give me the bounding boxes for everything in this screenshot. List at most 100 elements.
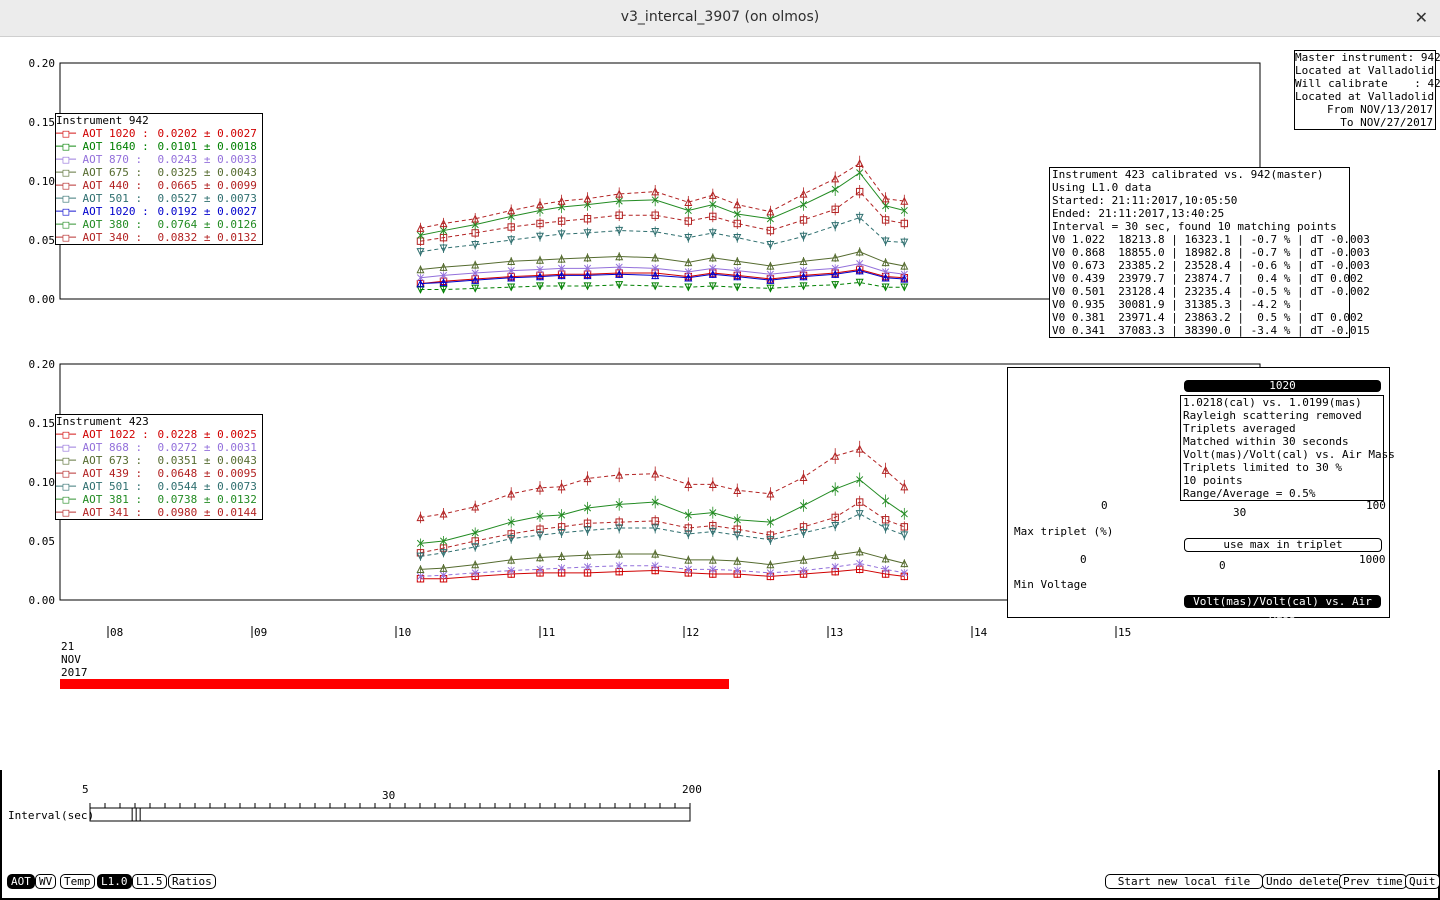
marker-x bbox=[416, 231, 425, 239]
calibration-info-line: Instrument 423 calibrated vs. 942(master… bbox=[1052, 168, 1324, 181]
marker-tri-down bbox=[535, 232, 545, 241]
marker-tri-down bbox=[557, 282, 566, 291]
undo-delete-button[interactable]: Undo delete bbox=[1262, 874, 1343, 889]
series-line bbox=[420, 568, 905, 580]
l10-button[interactable]: L1.0 bbox=[97, 874, 132, 889]
marker-tri-up bbox=[708, 269, 717, 278]
marker-tri-up bbox=[416, 279, 425, 288]
calibration-info-line: Using L1.0 data bbox=[1052, 181, 1152, 194]
marker-tri-up bbox=[708, 253, 717, 262]
temp-button[interactable]: Temp bbox=[60, 874, 95, 889]
calibration-info-line: Ended: 21:11:2017,13:40:25 bbox=[1052, 207, 1225, 220]
marker-x bbox=[558, 511, 566, 519]
legend-value: 0.0832 ± 0.0132 bbox=[157, 231, 257, 244]
marker-tri-up bbox=[615, 252, 624, 261]
plot-mode-button[interactable]: Volt(mas)/Volt(cal) vs. Air Mass bbox=[1184, 595, 1381, 621]
marker-x bbox=[733, 210, 741, 218]
marker-x bbox=[558, 264, 566, 272]
marker-tri-up bbox=[766, 275, 775, 284]
marker-x bbox=[709, 509, 717, 517]
marker-tri-down bbox=[507, 283, 516, 292]
marker-tri-up bbox=[651, 253, 660, 262]
marker-x bbox=[439, 571, 448, 579]
time-tick-label: 08 bbox=[110, 626, 123, 639]
legend-title: Instrument 423 bbox=[56, 415, 149, 428]
marker-x bbox=[583, 563, 592, 571]
legend-symbol: ─□─ bbox=[56, 428, 83, 441]
marker-square bbox=[900, 219, 909, 228]
ratio-info-line: Volt(mas)/Volt(cal) vs. Air Mass bbox=[1183, 448, 1395, 461]
marker-tri-down bbox=[651, 228, 660, 237]
legend-label: AOT 1022 : bbox=[82, 428, 149, 441]
marker-x bbox=[507, 267, 515, 275]
marker-tri-up bbox=[651, 271, 660, 280]
time-tick-label: 13 bbox=[830, 626, 843, 639]
marker-tri-up bbox=[557, 271, 566, 280]
start-new-local-file-button[interactable]: Start new local file bbox=[1105, 874, 1263, 889]
close-icon[interactable]: ✕ bbox=[1414, 8, 1428, 27]
aot-button[interactable]: AOT bbox=[7, 874, 35, 889]
time-tick-label: 11 bbox=[542, 626, 555, 639]
legend-value: 0.0351 ± 0.0043 bbox=[157, 454, 257, 467]
ratios-button[interactable]: Ratios bbox=[168, 874, 216, 889]
marker-tri-down bbox=[439, 549, 448, 558]
legend-label: AOT 673 : bbox=[82, 454, 143, 467]
marker-tri-down bbox=[766, 284, 775, 293]
marker-tri-up bbox=[766, 560, 775, 569]
marker-x bbox=[471, 221, 479, 229]
legend-value: 0.0665 ± 0.0099 bbox=[157, 179, 257, 192]
legend-value: 0.0228 ± 0.0025 bbox=[157, 428, 257, 441]
legend-value: 0.0243 ± 0.0033 bbox=[157, 153, 257, 166]
quit-button[interactable]: Quit bbox=[1405, 874, 1440, 889]
legend-symbol: ─□─ bbox=[56, 506, 83, 519]
legend-entry: ─□─ AOT 675 : 0.0325 ± 0.0043 bbox=[56, 166, 262, 179]
marker-tri-up bbox=[471, 260, 480, 269]
marker-square bbox=[855, 187, 864, 196]
marker-tri-up bbox=[855, 247, 864, 256]
marker-tri-down bbox=[708, 282, 717, 291]
marker-tri-down bbox=[708, 229, 717, 238]
marker-x bbox=[651, 498, 659, 506]
marker-x bbox=[583, 504, 592, 512]
marker-tri-down bbox=[733, 233, 742, 242]
marker-x bbox=[439, 271, 448, 279]
use-max-in-triplet-button[interactable]: use max in triplet bbox=[1184, 538, 1382, 552]
marker-tri-up bbox=[799, 256, 808, 265]
marker-tri-down bbox=[684, 283, 693, 292]
marker-tri-up bbox=[439, 278, 448, 287]
marker-tri-down bbox=[799, 529, 808, 538]
prev-time-button[interactable]: Prev time bbox=[1339, 874, 1407, 889]
marker-tri-down bbox=[416, 552, 425, 561]
marker-tri-up bbox=[733, 272, 742, 281]
wv-button[interactable]: WV bbox=[35, 874, 57, 889]
marker-tri-down bbox=[855, 213, 864, 222]
marker-tri-up bbox=[881, 554, 890, 563]
marker-tri-up bbox=[799, 472, 808, 481]
y-tick-label: 0.20 bbox=[29, 57, 56, 70]
marker-x bbox=[766, 569, 774, 577]
master-info-line: To NOV/27/2017 bbox=[1340, 116, 1433, 129]
marker-tri-up bbox=[855, 547, 864, 556]
marker-tri-up bbox=[831, 253, 840, 262]
marker-tri-down bbox=[439, 285, 448, 294]
legend-value: 0.0101 ± 0.0018 bbox=[157, 140, 257, 153]
marker-x bbox=[831, 563, 839, 571]
legend-value: 0.0544 ± 0.0073 bbox=[157, 480, 257, 493]
y-tick-label: 0.10 bbox=[29, 476, 56, 489]
time-tick-label: 15 bbox=[1118, 626, 1131, 639]
marker-x bbox=[882, 202, 890, 210]
ratio-info-line: Triplets averaged bbox=[1183, 422, 1296, 435]
marker-tri-up bbox=[651, 549, 660, 558]
marker-x bbox=[471, 269, 479, 277]
marker-tri-down bbox=[557, 529, 566, 538]
marker-tri-down bbox=[900, 283, 909, 292]
marker-x bbox=[709, 264, 717, 272]
marker-x bbox=[615, 197, 623, 205]
marker-tri-up bbox=[439, 563, 448, 572]
ratio-info-line: Triplets limited to 30 % bbox=[1183, 461, 1342, 474]
bottom-frame-left bbox=[0, 770, 2, 900]
marker-x bbox=[733, 516, 741, 524]
marker-x bbox=[615, 263, 623, 271]
l15-button[interactable]: L1.5 bbox=[132, 874, 167, 889]
legend-symbol: ─□─ bbox=[56, 467, 83, 480]
